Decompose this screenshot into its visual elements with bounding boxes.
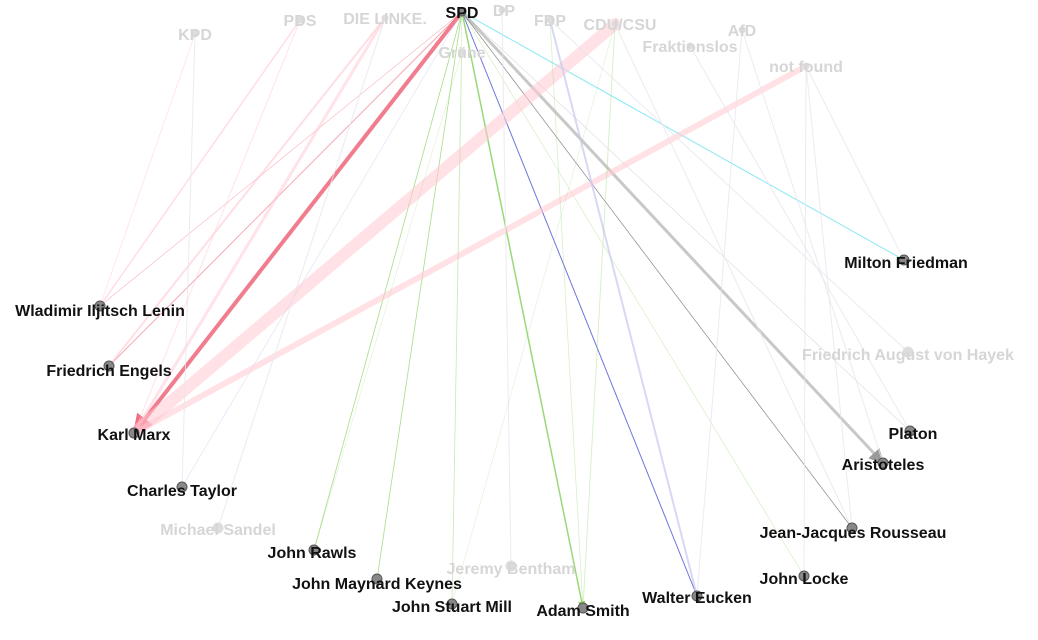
labels-layer: KPD PDS DIE LINKE. SPD DP Grüne FDP CDU/CSU Frak… (15, 3, 1014, 620)
edge-spd-lenin (99, 11, 463, 307)
edge-fdp-hayek (549, 19, 909, 353)
node-dp[interactable] (498, 6, 506, 14)
node-marx[interactable] (128, 427, 140, 439)
label-locke[interactable]: John Locke (760, 571, 849, 588)
edge-cdu-smith (582, 23, 616, 609)
edge-spd-engels (108, 11, 463, 367)
edge-gruene-rawls (313, 51, 463, 551)
label-fraktionslos[interactable]: Fraktionslos (642, 39, 737, 56)
label-rousseau[interactable]: Jean-Jacques Rousseau (760, 525, 947, 542)
label-platon[interactable]: Platon (889, 426, 938, 443)
label-smith[interactable]: Adam Smith (536, 603, 629, 620)
node-platon[interactable] (904, 425, 916, 437)
label-bentham[interactable]: Jeremy Bentham (447, 561, 576, 578)
edge-notfound-rousseau (805, 65, 853, 529)
edge-pds-lenin (99, 19, 301, 307)
edge-kpd-lenin (99, 33, 196, 307)
label-friedman[interactable]: Milton Friedman (844, 255, 968, 272)
edge-linke-marx (132, 16, 387, 435)
edge-linke-sandel (217, 17, 386, 529)
nodes-layer (94, 6, 916, 614)
edge-pds-marx (133, 19, 301, 434)
label-mill[interactable]: John Stuart Mill (392, 599, 512, 616)
edge-spd-marx (132, 10, 464, 435)
node-afd[interactable] (738, 26, 746, 34)
node-engels[interactable] (103, 360, 115, 372)
label-eucken[interactable]: Walter Eucken (642, 590, 752, 607)
edge-afd-eucken (696, 29, 743, 597)
label-notfound[interactable]: not found (769, 59, 843, 76)
label-hayek[interactable]: Friedrich August von Hayek (802, 347, 1014, 364)
node-sandel[interactable] (212, 522, 224, 534)
edge-gruene-mill (451, 51, 463, 605)
edge-notfound-locke (803, 65, 807, 577)
node-hayek[interactable] (902, 346, 914, 358)
label-dp[interactable]: DP (493, 3, 516, 20)
node-mill[interactable] (446, 598, 458, 610)
node-smith[interactable] (577, 602, 589, 614)
label-taylor[interactable]: Charles Taylor (127, 483, 237, 500)
node-gruene[interactable] (458, 48, 466, 56)
node-notfound[interactable] (802, 62, 810, 70)
node-locke[interactable] (798, 570, 810, 582)
node-keynes[interactable] (371, 573, 383, 585)
edge-notfound-marx (131, 63, 809, 436)
label-cdu[interactable]: CDU/CSU (584, 17, 657, 34)
edge-spd-mill (451, 11, 463, 605)
edge-cdu-marx (128, 18, 621, 439)
edge-fdp-smith (549, 19, 584, 609)
edge-notfound-friedman (805, 65, 905, 261)
edge-spd-eucken (461, 11, 698, 597)
node-fdp[interactable] (546, 16, 554, 24)
edge-spd-rawls (313, 11, 463, 551)
edge-afd-aristoteles (741, 29, 884, 464)
edge-spd-smith (461, 11, 586, 609)
label-rawls[interactable]: John Rawls (268, 545, 357, 562)
edge-dp-bentham (501, 9, 512, 567)
label-lenin[interactable]: Wladimir Iljitsch Lenin (15, 303, 185, 320)
label-sandel[interactable]: Michael Sandel (160, 522, 276, 539)
node-bentham[interactable] (505, 560, 517, 572)
label-fdp[interactable]: FDP (534, 13, 566, 30)
label-aristoteles[interactable]: Aristoteles (842, 457, 925, 474)
node-eucken[interactable] (691, 590, 703, 602)
node-aristoteles[interactable] (877, 457, 889, 469)
label-keynes[interactable]: John Maynard Keynes (292, 576, 462, 593)
node-fraktionslos[interactable] (686, 42, 694, 50)
edge-linke-engels (108, 17, 386, 367)
node-linke[interactable] (381, 14, 389, 22)
node-cdu[interactable] (611, 20, 619, 28)
node-friedman[interactable] (898, 254, 910, 266)
label-gruene[interactable]: Grüne (438, 45, 485, 62)
node-lenin[interactable] (94, 300, 106, 312)
label-engels[interactable]: Friedrich Engels (46, 363, 171, 380)
label-linke[interactable]: DIE LINKE. (343, 11, 427, 28)
node-spd[interactable] (457, 7, 467, 17)
edge-fraktionslos-platon (689, 45, 911, 432)
edge-spd-keynes (376, 11, 463, 580)
edges-layer (99, 9, 911, 609)
label-marx[interactable]: Karl Marx (98, 427, 171, 444)
node-rousseau[interactable] (846, 522, 858, 534)
node-taylor[interactable] (176, 481, 188, 493)
node-rawls[interactable] (308, 544, 320, 556)
edge-fdp-eucken (549, 19, 698, 597)
edge-spd-taylor (181, 11, 463, 488)
label-pds[interactable]: PDS (284, 13, 317, 30)
label-afd[interactable]: AfD (728, 23, 756, 40)
edge-kpd-taylor (181, 33, 196, 488)
edge-cdu-mill (451, 23, 616, 605)
node-kpd[interactable] (191, 30, 199, 38)
node-pds[interactable] (296, 16, 304, 24)
label-spd[interactable]: SPD (446, 5, 479, 22)
label-kpd[interactable]: KPD (178, 27, 212, 44)
edge-cdu-rousseau (614, 23, 853, 529)
